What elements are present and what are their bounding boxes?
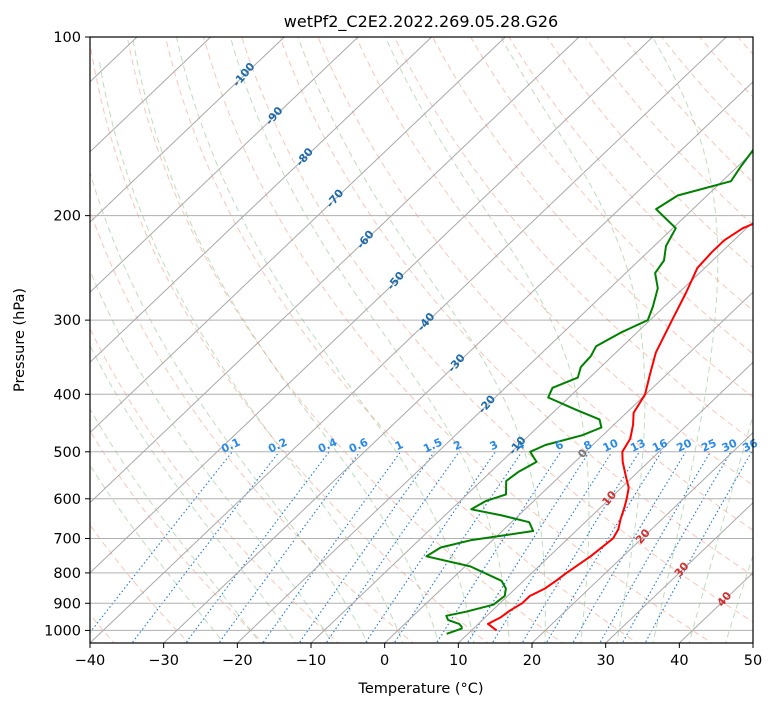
- dry-adiabat-line: [90, 38, 489, 643]
- moist-adiabat-line: [652, 37, 719, 643]
- x-tick-label: 40: [670, 653, 688, 669]
- y-tick-label: 400: [53, 387, 81, 403]
- moist-adiabat-line: [725, 554, 753, 643]
- y-axis-ticks: 1000 900 800 700 600 500 400 300 200 100: [44, 30, 90, 639]
- mixing-ratio-label: 16: [650, 436, 670, 454]
- mixing-ratio-label: 20: [675, 436, 695, 454]
- mixing-ratio-line: [572, 451, 687, 643]
- dry-adiabat-line: [90, 429, 265, 643]
- x-axis-ticks: −40 −30 −20 −10 0 10 20 30 40 50: [75, 643, 762, 669]
- isotherm-line: [90, 37, 580, 504]
- y-tick-label: 900: [53, 596, 81, 612]
- x-tick-label: 10: [449, 653, 467, 669]
- chart-title: wetPf2_C2E2.2022.269.05.28.G26: [284, 12, 558, 32]
- isotherm-line: [90, 37, 211, 153]
- dry-adiabat-line: [432, 37, 753, 398]
- isobar-gridlines: [90, 37, 753, 631]
- mixing-ratio-label: 36: [741, 436, 761, 454]
- moist-adiabat-line: [688, 413, 753, 643]
- moist-adiabat-line: [90, 170, 369, 643]
- mixing-ratio-line: [90, 451, 233, 634]
- dry-adiabat-line: [90, 209, 414, 643]
- isotherm-line: [90, 37, 727, 643]
- mixing-ratio-line: [435, 451, 562, 643]
- y-tick-label: 200: [53, 209, 81, 225]
- x-tick-label: 50: [744, 653, 762, 669]
- isotherm-line: [310, 221, 753, 643]
- isotherm-line: [457, 361, 753, 643]
- profile-lines: [425, 148, 753, 635]
- x-tick-label: 0: [380, 653, 389, 669]
- dry-adiabat-line: [660, 37, 753, 141]
- y-tick-label: 500: [53, 445, 81, 461]
- isotherm-line: [90, 37, 432, 364]
- x-axis-label: Temperature (°C): [357, 681, 483, 697]
- x-tick-label: −30: [148, 653, 179, 669]
- mixing-ratio-label: 10: [601, 436, 621, 454]
- x-tick-label: −10: [296, 653, 327, 669]
- y-tick-label: 300: [53, 313, 81, 329]
- dry-adiabats: [90, 37, 753, 643]
- moist-adiabat-line: [98, 61, 404, 643]
- plot-frame: [89, 36, 754, 644]
- mixing-ratio-line: [599, 451, 711, 643]
- x-tick-label: 30: [596, 653, 614, 669]
- mixing-ratio-label: 30: [720, 436, 740, 454]
- mixing-ratio-line: [325, 451, 460, 643]
- dry-adiabat-line: [126, 37, 564, 643]
- moist-adiabat-line: [384, 37, 590, 643]
- mixing-ratio-label: 13: [628, 437, 647, 455]
- dry-adiabat-line: [622, 37, 753, 183]
- dry-adiabat-line: [317, 37, 753, 531]
- y-axis-label: Pressure (hPa): [12, 288, 28, 392]
- moist-adiabats: [90, 37, 753, 643]
- isotherm-line: [90, 37, 359, 293]
- isotherm-line: [90, 37, 653, 574]
- dewpoint-line: [425, 148, 753, 635]
- dry-adiabat-line: [470, 37, 753, 355]
- moist-adiabat-line: [90, 464, 225, 643]
- dry-adiabat-line: [203, 37, 713, 643]
- isotherm-gridlines: [90, 37, 753, 643]
- moist-adiabat-line: [90, 269, 333, 643]
- moist-adiabat-line: [229, 37, 510, 643]
- mixing-ratio-line: [393, 451, 523, 643]
- dry-adiabat-line: [279, 37, 753, 577]
- dry-adiabat-line: [393, 37, 753, 442]
- dry-adiabat-line: [355, 37, 753, 486]
- isotherm-line: [605, 502, 753, 643]
- y-tick-label: 800: [53, 566, 81, 582]
- isotherm-line: [236, 151, 753, 643]
- dry-adiabat-line: [164, 37, 638, 643]
- moist-adiabat-line: [90, 408, 261, 643]
- moist-adiabat-line: [500, 37, 646, 643]
- moist-adiabat-line: [90, 344, 297, 643]
- y-tick-label: 600: [53, 492, 81, 508]
- isotherm-line: [90, 37, 506, 434]
- mixing-ratio-label: 25: [699, 437, 718, 455]
- mixing-ratio-line: [466, 451, 590, 643]
- mixing-ratio-line: [298, 451, 435, 643]
- x-tick-label: −40: [75, 653, 106, 669]
- temperature-line: [487, 222, 753, 632]
- isotherm-line: [163, 81, 753, 643]
- x-tick-label: 20: [523, 653, 541, 669]
- y-tick-label: 700: [53, 532, 81, 548]
- moist-adiabat-line: [176, 37, 475, 643]
- y-tick-label: 100: [53, 30, 81, 46]
- dry-adiabat-line: [584, 37, 753, 226]
- mixing-ratio-line: [521, 451, 640, 643]
- y-tick-label: 1000: [44, 623, 81, 639]
- dry-adiabat-line: [508, 37, 753, 312]
- dry-adiabat-line: [241, 37, 753, 623]
- isotherm-line: [384, 291, 753, 643]
- moist-adiabat-line: [297, 37, 546, 643]
- isotherm-line: [90, 37, 285, 223]
- x-tick-label: −20: [222, 653, 253, 669]
- mixing-ratio-line: [218, 451, 361, 643]
- isotherm-line: [531, 431, 753, 643]
- moist-adiabat-line: [132, 37, 440, 643]
